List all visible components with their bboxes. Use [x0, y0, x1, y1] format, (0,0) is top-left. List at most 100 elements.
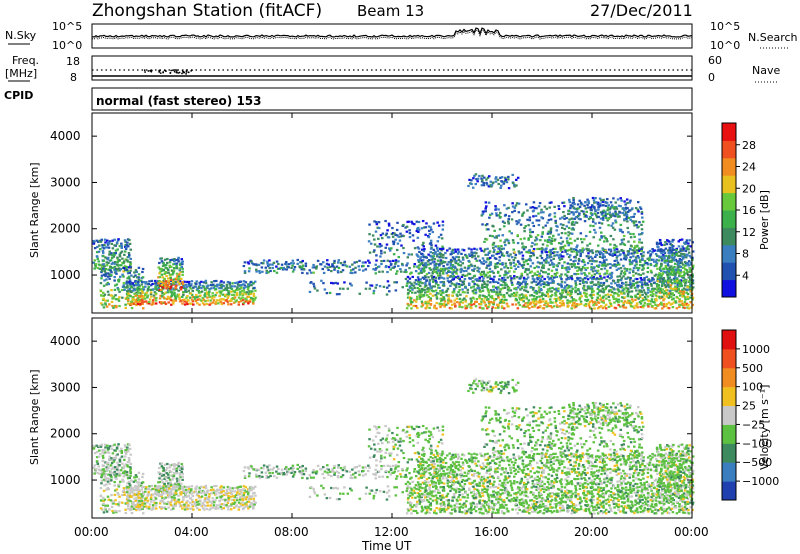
power-cell [658, 297, 662, 300]
power-cell [563, 217, 566, 220]
power-cell [544, 248, 548, 251]
colorbar-swatch [722, 227, 736, 246]
power-cell [649, 263, 653, 267]
power-cell [158, 288, 162, 292]
power-cell [620, 248, 623, 252]
power-cell [538, 247, 541, 251]
power-cell [658, 278, 661, 281]
velocity-cell [120, 449, 124, 453]
velocity-cell [100, 479, 104, 482]
power-cell [132, 275, 136, 278]
power-cell [407, 253, 411, 256]
power-cell [520, 274, 524, 277]
velocity-cell [189, 497, 193, 500]
power-cell [336, 269, 340, 273]
power-cell [665, 259, 668, 262]
power-cell [166, 289, 170, 292]
power-cell [597, 281, 600, 284]
power-cell [290, 266, 293, 269]
power-cell [559, 247, 562, 250]
velocity-cell [201, 501, 204, 505]
power-cell [219, 300, 223, 304]
power-cell [442, 298, 446, 301]
power-cell [636, 269, 640, 272]
power-cell [169, 291, 172, 294]
power-cell [381, 237, 384, 240]
power-cell [104, 241, 107, 244]
power-cell [562, 255, 565, 258]
power-cell [505, 273, 508, 276]
power-cell [357, 265, 360, 268]
power-cell [562, 223, 565, 227]
power-cell [410, 253, 413, 256]
power-cell [667, 251, 671, 255]
velocity-cell [184, 492, 188, 495]
power-cell [552, 281, 555, 284]
power-cell [203, 303, 206, 306]
power-cell [421, 287, 424, 291]
power-cell [461, 298, 465, 301]
power-cell [661, 307, 664, 310]
velocity-cell [128, 443, 131, 447]
power-cell [531, 288, 535, 291]
power-cell [485, 307, 489, 310]
power-cell [561, 250, 564, 253]
power-cell [560, 280, 564, 283]
velocity-cell [129, 453, 132, 456]
noise-sky-trace [91, 27, 693, 38]
power-cell [93, 267, 96, 270]
power-cell [559, 246, 562, 249]
power-cell [106, 243, 110, 246]
power-cell [550, 290, 553, 293]
power-cell [529, 251, 533, 254]
power-cell [414, 270, 418, 273]
power-cell [166, 277, 170, 280]
power-cell [564, 250, 567, 253]
power-cell [474, 182, 478, 186]
power-cell [600, 213, 604, 216]
power-cell [465, 269, 468, 272]
power-cell [447, 269, 450, 272]
power-cell [560, 283, 563, 286]
power-cell [407, 304, 410, 307]
power-cell [598, 202, 602, 205]
power-cell [579, 276, 582, 280]
power-cell [624, 206, 628, 209]
power-cell [172, 300, 175, 303]
power-cell [243, 271, 247, 274]
power-cell [685, 239, 689, 242]
power-cell [565, 278, 568, 281]
power-cell [180, 258, 184, 261]
power-cell [444, 256, 448, 260]
power-cell [459, 270, 463, 274]
power-cell [518, 296, 521, 299]
power-cell [504, 213, 507, 217]
power-cell [632, 279, 635, 282]
velocity-cell [126, 464, 129, 467]
power-cell [228, 299, 232, 303]
power-cell [504, 176, 507, 179]
power-cell [413, 247, 417, 250]
velocity-cell [101, 448, 104, 452]
power-cell [571, 227, 575, 230]
power-cell [301, 264, 305, 267]
power-cell [507, 255, 511, 258]
power-cell [530, 294, 534, 297]
power-cell [354, 266, 357, 269]
power-cell [568, 294, 572, 297]
power-cell [637, 297, 640, 300]
power-cell [507, 239, 510, 242]
power-cell [583, 271, 586, 275]
power-cell [669, 292, 673, 295]
power-cell [689, 284, 693, 287]
power-cell [104, 299, 107, 302]
power-cell [570, 211, 573, 214]
power-cell [418, 250, 421, 254]
power-cell [539, 304, 542, 308]
power-cell [574, 282, 578, 285]
power-cell [553, 254, 556, 257]
power-cell [473, 254, 476, 257]
velocity-cell [108, 482, 111, 485]
power-cell [481, 212, 485, 216]
power-cell [416, 290, 420, 293]
